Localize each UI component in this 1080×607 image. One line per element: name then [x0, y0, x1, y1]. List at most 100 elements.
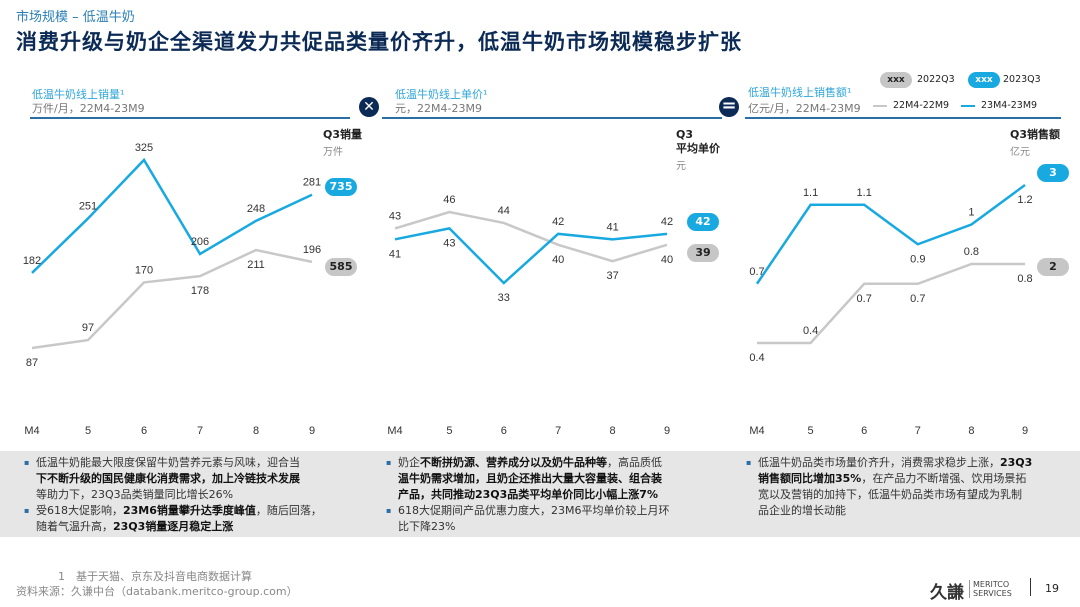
- data-label: 325: [135, 142, 153, 154]
- notes-col-3: 低温牛奶品类市场量价齐升，消费需求稳步上涨，23Q3销售额同比增加35%，在产品…: [744, 455, 1064, 519]
- line-charts: M4 5 6 7 8 9879717017821119618225132520624828…: [23, 142, 1033, 437]
- legend-label-2022q3: 2022Q3: [917, 74, 955, 85]
- data-label: 42: [552, 216, 564, 228]
- x-tick-label: 6: [141, 425, 147, 437]
- data-label: 43: [443, 237, 455, 249]
- data-label: 1.1: [803, 187, 818, 199]
- data-label: 0.4: [749, 352, 764, 364]
- series-line-23M4-23M9: [31, 157, 313, 274]
- divider: [30, 117, 350, 119]
- legend-badge-2022: xxx: [880, 72, 912, 88]
- x-tick-label: M4: [387, 425, 402, 437]
- source: 资料来源：久谦中台（databank.meritco-group.com）: [16, 585, 298, 598]
- data-label: 251: [79, 200, 97, 212]
- chart1-q3-unit: 万件: [323, 147, 343, 158]
- x-tick-label: 6: [501, 425, 507, 437]
- legend-label-22m4-22m9: 22M4-22M9: [893, 100, 950, 111]
- data-label: 211: [247, 259, 265, 271]
- note-item: 受618大促影响，23M6销量攀升达季度峰值，随后回落，随着气温升高，23Q3销…: [22, 503, 342, 535]
- x-tick-label: 6: [861, 425, 867, 437]
- data-label: 206: [191, 236, 209, 248]
- equals-icon: =: [719, 97, 739, 117]
- data-label: 182: [23, 255, 41, 267]
- data-label: 1.1: [857, 187, 872, 199]
- divider: [382, 117, 722, 119]
- data-label: 281: [303, 177, 321, 189]
- notes-col-1: 低温牛奶能最大限度保留牛奶营养元素与风味，迎合当下不断升级的国民健康化消费需求，…: [22, 455, 342, 535]
- x-tick-label: 5: [85, 425, 91, 437]
- data-label: 37: [606, 270, 618, 282]
- chart1-q3-label: Q3销量: [323, 128, 363, 141]
- chart3-subtitle: 亿元/月，22M4-23M9: [748, 102, 861, 115]
- legend-label-2023q3: 2023Q3: [1003, 74, 1041, 85]
- notes-panel: 低温牛奶能最大限度保留牛奶营养元素与风味，迎合当下不断升级的国民健康化消费需求，…: [0, 451, 1080, 537]
- data-label: 1.2: [1017, 194, 1032, 206]
- legend-line-2023: [961, 105, 975, 107]
- data-label: 42: [661, 216, 673, 228]
- data-label: 41: [606, 221, 618, 233]
- data-label: 97: [82, 322, 94, 334]
- data-label: 43: [389, 210, 401, 222]
- data-label: 248: [247, 203, 265, 215]
- logo-en: MERITCO SERVICES: [969, 580, 1012, 598]
- data-label: 178: [191, 285, 209, 297]
- series-line-23M4-23M9: [394, 227, 668, 285]
- page-title: 消费升级与奶企全渠道发力共促品类量价齐升，低温牛奶市场规模稳步扩张: [16, 30, 742, 54]
- data-label: 33: [498, 292, 510, 304]
- data-label: 40: [552, 254, 564, 266]
- x-tick-label: M4: [24, 425, 39, 437]
- x-tick-label: 7: [197, 425, 203, 437]
- chart1-subtitle: 万件/月，22M4-23M9: [32, 102, 145, 115]
- chart1-title: 低温牛奶线上销量¹: [32, 88, 125, 101]
- note-item: 低温牛奶品类市场量价齐升，消费需求稳步上涨，23Q3销售额同比增加35%，在产品…: [744, 455, 1064, 519]
- legend-line-2022: [873, 105, 887, 107]
- divider: [745, 117, 1061, 119]
- footnote: 1 基于天猫、京东及抖音电商数据计算: [58, 570, 252, 583]
- chart2-subtitle: 元，22M4-23M9: [395, 102, 482, 115]
- series-line-23M4-23M9: [755, 183, 1026, 285]
- x-tick-label: 7: [555, 425, 561, 437]
- data-label: 0.4: [803, 325, 818, 337]
- x-tick-label: 8: [610, 425, 616, 437]
- x-tick-label: 8: [253, 425, 259, 437]
- series-line-22M4-22M9: [394, 210, 668, 263]
- x-tick-label: 8: [968, 425, 974, 437]
- chart3-title: 低温牛奶线上销售额¹: [748, 86, 852, 99]
- note-item: 奶企不断拼奶源、营养成分以及奶牛品种等，高品质低温牛奶需求增加，且奶企还推出大量…: [384, 455, 704, 503]
- data-label: 1: [968, 207, 974, 219]
- chart1-q3-2023-badge: 735: [325, 178, 357, 196]
- chart3-q3-unit: 亿元: [1010, 147, 1030, 158]
- data-label: 0.9: [910, 253, 925, 265]
- chart2-q3-label2: 平均单价: [676, 142, 720, 155]
- data-label: 46: [443, 194, 455, 206]
- note-item: 低温牛奶能最大限度保留牛奶营养元素与风味，迎合当下不断升级的国民健康化消费需求，…: [22, 455, 342, 503]
- chart3-q3-2022-badge: 2: [1037, 258, 1069, 276]
- x-tick-label: 9: [309, 425, 315, 437]
- multiply-icon: ✕: [359, 97, 379, 117]
- data-label: 0.7: [749, 266, 764, 278]
- x-tick-label: 7: [915, 425, 921, 437]
- divider: [1030, 578, 1031, 596]
- data-label: 0.7: [910, 293, 925, 305]
- series-line-22M4-22M9: [31, 248, 313, 350]
- data-label: 196: [303, 244, 321, 256]
- chart1-q3-2022-badge: 585: [325, 258, 357, 276]
- chart2-q3-label: Q3: [676, 128, 694, 141]
- data-label: 0.7: [857, 293, 872, 305]
- data-label: 44: [498, 205, 510, 217]
- series-line-22M4-22M9: [757, 262, 1025, 345]
- breadcrumb: 市场规模 – 低温牛奶: [16, 10, 135, 25]
- chart2-q3-2023-badge: 42: [687, 213, 719, 231]
- x-tick-label: 9: [1022, 425, 1028, 437]
- x-tick-label: 9: [664, 425, 670, 437]
- data-label: 170: [135, 264, 153, 276]
- chart2-q3-2022-badge: 39: [687, 244, 719, 262]
- legend-label-23m4-23m9: 23M4-23M9: [981, 100, 1038, 111]
- data-label: 0.8: [964, 246, 979, 258]
- chart2-title: 低温牛奶线上单价¹: [395, 88, 488, 101]
- data-label: 40: [661, 254, 673, 266]
- x-tick-label: 5: [446, 425, 452, 437]
- page-number: 19: [1045, 582, 1059, 595]
- chart3-q3-label: Q3销售额: [1010, 128, 1061, 141]
